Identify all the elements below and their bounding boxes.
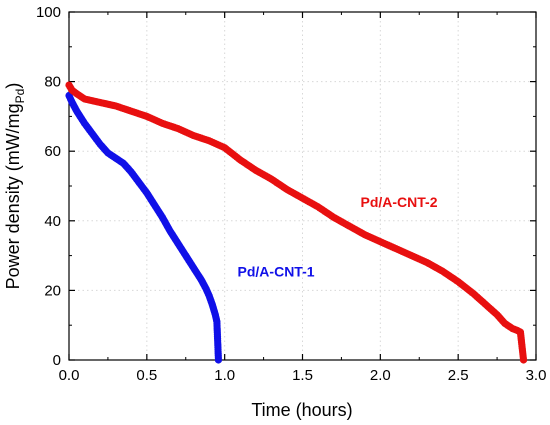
series-annotations: Pd/A-CNT-1 Pd/A-CNT-2 (238, 194, 438, 280)
y-tick-label: 0 (53, 352, 61, 369)
y-tick-label: 20 (44, 282, 61, 299)
x-tick-label: 1.0 (214, 367, 235, 384)
y-axis-title: Power density (mW/mgPd) (3, 83, 27, 290)
x-tick-label: 0.5 (136, 367, 157, 384)
series-annotation-label: Pd/A-CNT-2 (361, 194, 438, 210)
y-tick-label: 80 (44, 74, 61, 91)
y-axis-title-close: ) (3, 83, 23, 89)
y-tick-label: 100 (36, 4, 61, 21)
axes: 0.0 0.5 1.0 1.5 2.0 2.5 3.0 0 20 40 60 80 100 (36, 4, 546, 384)
x-tick-label: 2.0 (370, 367, 391, 384)
series-2 (65, 81, 528, 364)
y-tick-label: 60 (44, 143, 61, 160)
x-tick-label: 0.0 (59, 367, 80, 384)
y-axis-title-main: Power density (mW/mg (3, 103, 23, 289)
x-tick-label: 1.5 (292, 367, 313, 384)
x-axis-title: Time (hours) (251, 400, 352, 420)
x-tick-label: 3.0 (526, 367, 547, 384)
x-tick-label: 2.5 (448, 367, 469, 384)
y-axis-title-subscript: Pd (13, 89, 27, 104)
y-tick-label: 40 (44, 213, 61, 230)
series-annotation-label: Pd/A-CNT-1 (238, 263, 315, 279)
data-series (65, 81, 528, 364)
series-1 (65, 91, 223, 364)
grid-lines (69, 12, 536, 360)
data-point (519, 356, 528, 364)
data-point (214, 356, 223, 364)
